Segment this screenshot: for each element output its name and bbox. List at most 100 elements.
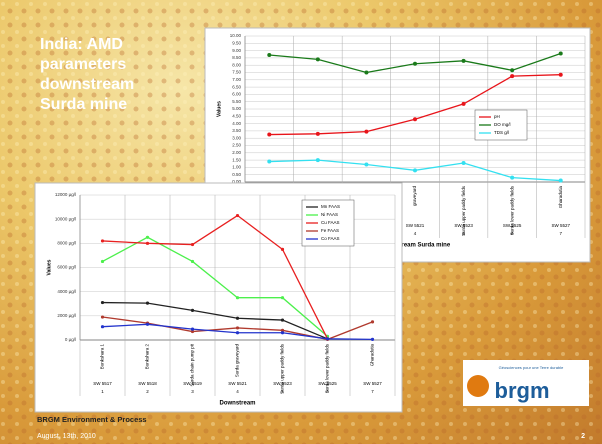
x-tick-label: Bunkshara 1 [100, 344, 105, 370]
x-tick-label: Surda chain pump pit [190, 343, 195, 386]
point [100, 300, 105, 305]
y-tick-label: 9.00 [232, 48, 241, 53]
legend-label: Ni FAAS [321, 212, 338, 217]
point [235, 296, 240, 300]
legend-label: Co FAAS [321, 236, 340, 241]
logo-text: brgm [495, 378, 550, 403]
point [145, 241, 150, 245]
point [280, 247, 285, 251]
point [100, 325, 105, 329]
x-tick-number: 3 [191, 389, 194, 394]
footer-date: August, 13th, 2010 [37, 433, 96, 440]
y-tick-label: 6000 µg/l [57, 265, 76, 270]
y-tick-label: 3.50 [232, 128, 241, 133]
x-tick-code: SW 5525 [318, 381, 337, 386]
x-tick-code: SW 5527 [363, 381, 382, 386]
point [100, 259, 105, 264]
y-axis-title: Values [46, 259, 52, 275]
x-tick-code: SW 5518 [138, 381, 157, 386]
point [558, 72, 563, 77]
point [235, 213, 240, 218]
x-tick-label: Gharadutia [370, 344, 375, 367]
y-tick-label: 8.00 [232, 62, 241, 67]
point [190, 242, 195, 247]
series-line [102, 301, 328, 340]
series-line [102, 214, 329, 340]
x-tick-code: SW 5521 [228, 381, 247, 386]
point [558, 178, 563, 183]
page-number: 2 [581, 433, 585, 440]
point [315, 57, 320, 62]
x-tick-label: Surda upper paddy fields [461, 185, 466, 236]
point [558, 51, 563, 56]
y-tick-label: 7.00 [232, 77, 241, 82]
point [461, 161, 466, 166]
point [267, 52, 272, 57]
point [267, 132, 272, 137]
y-tick-label: 0.50 [232, 172, 241, 177]
y-tick-label: 2.50 [232, 143, 241, 148]
point [267, 159, 272, 164]
x-tick-number: 5 [281, 389, 284, 394]
y-tick-label: 9.50 [232, 40, 241, 45]
x-tick-number: 4 [414, 231, 417, 236]
y-tick-label: 10.00 [230, 33, 242, 38]
y-tick-label: 7.50 [232, 70, 241, 75]
point [235, 331, 240, 335]
y-tick-label: 2.00 [232, 150, 241, 155]
y-tick-label: 3.00 [232, 135, 241, 140]
x-tick-number: 7 [371, 389, 374, 394]
point [510, 74, 515, 79]
point [235, 316, 240, 320]
y-tick-label: 4.00 [232, 121, 241, 126]
point [235, 326, 240, 330]
point [315, 158, 320, 163]
point [461, 58, 466, 63]
x-tick-code: SW 5521 [406, 223, 425, 228]
y-axis-title: Values [216, 101, 222, 117]
legend-label: TDS g/l [494, 130, 509, 135]
x-tick-code: SW 5523 [454, 223, 473, 228]
logo-tagline: Géosciences pour une Terre durable [499, 365, 564, 370]
legend-label: pH [494, 114, 500, 119]
x-tick-number: 6 [326, 389, 329, 394]
x-tick-code: SW 5527 [551, 223, 570, 228]
point [280, 331, 285, 335]
legend-label: Mn FAAS [321, 204, 340, 209]
y-tick-label: 0.00 [232, 179, 241, 184]
point [370, 337, 375, 341]
logo-icon [467, 375, 489, 397]
y-tick-label: 5.00 [232, 106, 241, 111]
point [280, 318, 285, 322]
point [364, 129, 369, 134]
x-tick-label: Surda upper paddy fields [280, 343, 285, 394]
point [364, 70, 369, 75]
point [364, 162, 369, 167]
point [280, 328, 285, 332]
chart-lower: 0 µg/l 2000 µg/l 4000 µg/l 6000 µg/l 8000 µg… [34, 182, 403, 413]
y-tick-label: 2000 µg/l [57, 313, 76, 318]
y-tick-label: 1.00 [232, 165, 241, 170]
point [145, 322, 150, 326]
point [413, 168, 417, 173]
y-tick-label: 1.50 [232, 157, 241, 162]
footer-org: BRGM Environment & Process [37, 415, 147, 424]
x-tick-label: Surda graveyard [235, 344, 240, 378]
x-tick-label: Surda lower paddy fields [325, 343, 330, 393]
point [100, 239, 105, 243]
legend-label: Fe FAAS [321, 228, 339, 233]
x-tick-code: SW 5523 [273, 381, 292, 386]
legend-label: Cu FAAS [321, 220, 340, 225]
point [413, 61, 417, 66]
y-tick-label: 6.50 [232, 84, 241, 89]
point [370, 320, 375, 324]
x-tick-label: Bunkshara 2 [145, 344, 150, 370]
slide-title: India: AMD parameters downstream Surda mine [40, 36, 134, 113]
point [190, 327, 195, 331]
x-axis-title: Downstream [219, 401, 255, 407]
x-tick-number: 2 [146, 389, 149, 394]
point [280, 296, 285, 300]
x-tick-number: 6 [511, 231, 514, 236]
